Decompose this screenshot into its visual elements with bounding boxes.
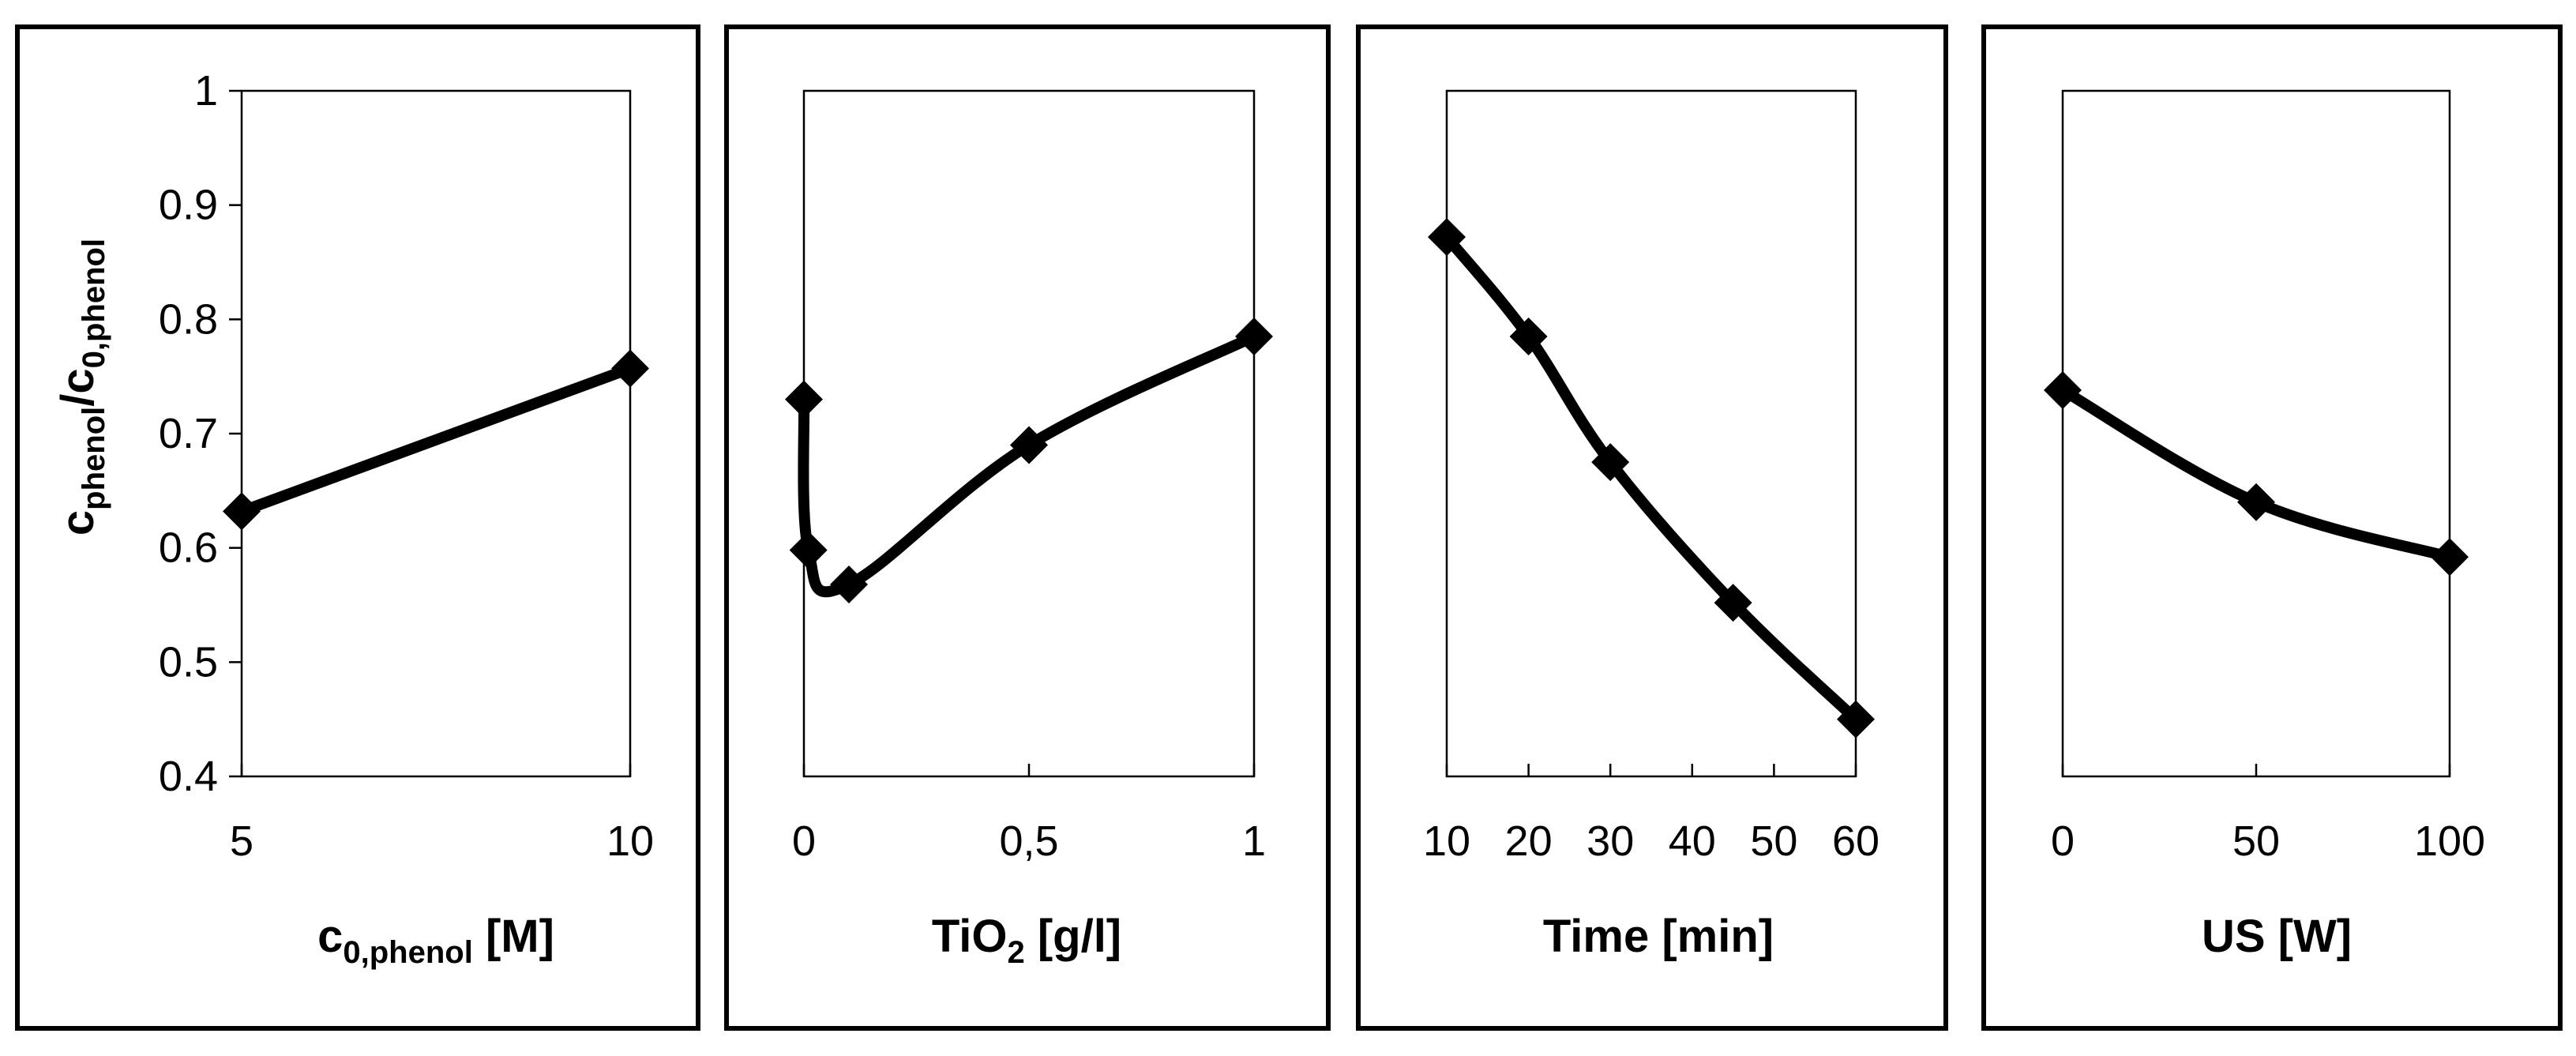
data-point-marker [1235, 318, 1273, 356]
plot-area-4 [2061, 89, 2451, 778]
y-axis-title-sub2: 0,phenol [77, 239, 111, 368]
x-tick-label: 0 [2051, 817, 2075, 865]
x-tick-label: 0 [792, 817, 816, 865]
data-point-marker [830, 565, 868, 603]
y-tick-label: 0.7 [159, 410, 218, 457]
y-axis-title-sub: phenol [77, 407, 111, 510]
panel-2-frame [724, 24, 1331, 1031]
x-tick-label: 100 [2414, 817, 2485, 865]
x-tick-label: 50 [2232, 817, 2280, 865]
data-point-marker [2044, 371, 2082, 410]
y-axis-title-slash: /c [52, 368, 103, 406]
x-axis-title-2-unit: [g/l] [1025, 911, 1121, 962]
x-tick-label: 20 [1505, 817, 1553, 865]
y-axis-title: cphenol/c0,phenol [52, 239, 111, 536]
panel-4-frame [1981, 24, 2563, 1031]
plot-area-1 [240, 89, 632, 778]
series-line-1 [236, 363, 636, 517]
panel-4: 0 50 100 [1981, 24, 2563, 1031]
panel-1: 5 10 0.4 0.5 0.6 0.7 0.8 0.9 1 [15, 24, 700, 1031]
x-axis-title-2: TiO2 [g/l] [932, 911, 1121, 970]
x-tick-label: 0,5 [999, 817, 1058, 865]
data-point-marker [789, 531, 828, 569]
data-point-marker [223, 492, 261, 531]
x-tick-label: 50 [1750, 817, 1797, 865]
y-tick-label: 0.8 [159, 295, 218, 343]
y-tick-label: 1 [194, 67, 218, 115]
series-line-3 [1441, 231, 1861, 725]
y-tick-label: 0.9 [159, 182, 218, 229]
panel-3-frame [1356, 24, 1948, 1031]
data-point-marker [2431, 538, 2469, 577]
x-axis-title-1-main: c [317, 911, 343, 962]
svg-text:cphenol/c0,phenol: cphenol/c0,phenol [52, 239, 111, 536]
data-point-marker [1591, 443, 1630, 482]
y-axis-title-main: c [52, 510, 103, 536]
x-axis-title-4: US [W] [2202, 911, 2352, 962]
series-line-2 [798, 331, 1260, 598]
x-axis-title-1: c0,phenol [M] [317, 911, 554, 970]
data-point-marker [1837, 700, 1875, 738]
data-point-marker [1714, 584, 1752, 622]
data-point-marker [1010, 426, 1048, 464]
data-point-marker [611, 349, 649, 388]
y-tick-label: 0.5 [159, 638, 218, 686]
panel-1-frame [15, 24, 700, 1031]
y-tick-label: 0.6 [159, 524, 218, 572]
plot-area-3 [1445, 89, 1857, 778]
panel-3: 10 20 30 40 50 60 [1356, 24, 1948, 1031]
x-tick-label: 5 [230, 817, 253, 865]
data-point-marker [785, 380, 823, 419]
x-axis-title-1-sub: 0,phenol [343, 935, 472, 970]
x-axis-title-2-main: TiO [932, 911, 1008, 962]
x-axis-title-3: Time [min] [1543, 911, 1774, 962]
panel-2: 0 0,5 1 [724, 24, 1331, 1031]
x-axis-title-1-unit: [M] [473, 911, 554, 962]
x-axis-title-2-sub: 2 [1007, 935, 1024, 970]
x-tick-label: 60 [1832, 817, 1879, 865]
data-point-marker [1509, 318, 1548, 356]
x-tick-label: 10 [606, 817, 654, 865]
panels-layer: 5 100.40.50.60.70.80.910 0,5 1 10 20 30 40 50 60 0… [15, 24, 2563, 1031]
data-point-marker [2237, 483, 2275, 521]
x-tick-label: 1 [1242, 817, 1266, 865]
series-line-4 [2057, 385, 2455, 563]
x-tick-label: 10 [1423, 817, 1470, 865]
y-tick-label: 0.4 [159, 753, 218, 800]
x-tick-label: 40 [1669, 817, 1716, 865]
data-point-marker [1428, 218, 1466, 257]
x-tick-label: 30 [1587, 817, 1634, 865]
